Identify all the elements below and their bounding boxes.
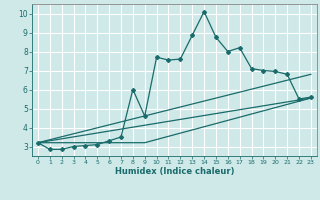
X-axis label: Humidex (Indice chaleur): Humidex (Indice chaleur) — [115, 167, 234, 176]
